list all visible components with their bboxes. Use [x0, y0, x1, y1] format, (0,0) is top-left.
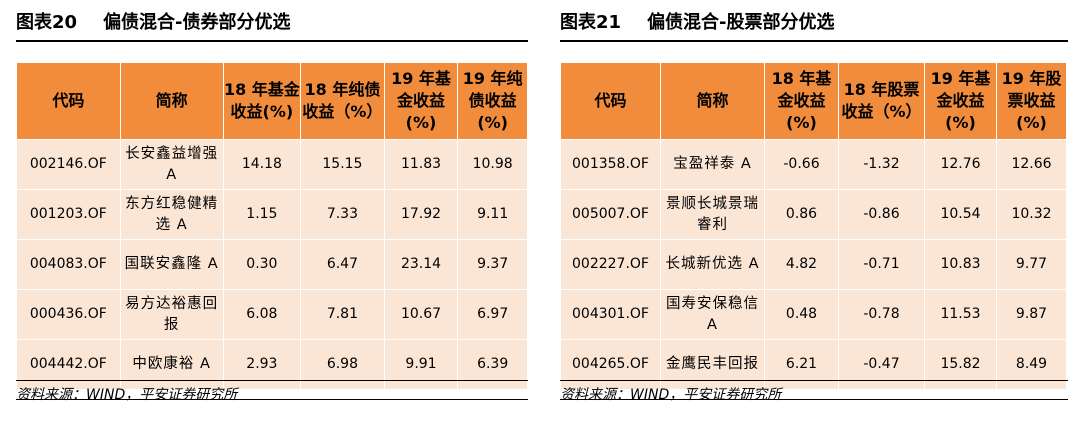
figure-caption: 偏债混合-债券部分优选 — [103, 12, 291, 33]
figure-number: 图表21 — [560, 12, 622, 33]
cell-value: 11.53 — [924, 289, 997, 340]
cell-value: 9.77 — [996, 239, 1067, 290]
header-stock-return-18: 18 年股票收益（%） — [838, 62, 925, 140]
source-text: 资料来源：WIND，平安证券研究所 — [16, 387, 238, 403]
header-bond-return-18: 18 年纯债收益（%） — [300, 62, 385, 140]
cell-value: 8.49 — [996, 339, 1067, 390]
source-text: 资料来源：WIND，平安证券研究所 — [560, 387, 782, 403]
cell-value: 15.15 — [300, 139, 385, 190]
header-code: 代码 — [16, 62, 121, 140]
header-name: 简称 — [660, 62, 765, 140]
cell-value: 10.67 — [383, 289, 459, 340]
cell-name: 国联安鑫隆 A — [119, 239, 224, 290]
cell-value: -0.66 — [764, 139, 839, 190]
table-row: 000436.OF 易方达裕惠回报 6.08 7.81 10.67 6.97 — [16, 289, 528, 340]
header-code: 代码 — [560, 62, 661, 140]
stock-selection-panel: 图表21 偏债混合-股票部分优选 代码 简称 18 年基金收益(%) 18 年股票… — [560, 0, 1068, 403]
table-header-row: 代码 简称 18 年基金收益(%) 18 年股票收益（%） 19 年基金收益(%… — [560, 62, 1067, 140]
cell-code: 001203.OF — [16, 189, 121, 240]
table-row: 002227.OF 长城新优选 A 4.82 -0.71 10.83 9.77 — [560, 239, 1067, 290]
cell-name: 宝盈祥泰 A — [660, 139, 765, 190]
cell-name: 东方红稳健精选 A — [119, 189, 224, 240]
cell-value: -1.32 — [838, 139, 925, 190]
cell-value: 9.87 — [996, 289, 1067, 340]
cell-name: 景顺长城景瑞睿利 — [660, 189, 765, 240]
cell-value: 12.66 — [996, 139, 1067, 190]
stock-selection-table: 代码 简称 18 年基金收益(%) 18 年股票收益（%） 19 年基金收益(%… — [560, 62, 1067, 390]
cell-code: 004083.OF — [16, 239, 121, 290]
source-note: 资料来源：WIND，平安证券研究所 — [16, 380, 528, 403]
cell-value: 1.15 — [222, 189, 302, 240]
cell-name: 易方达裕惠回报 — [119, 289, 224, 340]
table-row: 004083.OF 国联安鑫隆 A 0.30 6.47 23.14 9.37 — [16, 239, 528, 290]
cell-value: 0.86 — [764, 189, 839, 240]
cell-value: 4.82 — [764, 239, 839, 290]
cell-code: 002227.OF — [560, 239, 661, 290]
cell-value: 9.11 — [457, 189, 528, 240]
cell-value: 0.48 — [764, 289, 839, 340]
cell-value: 0.30 — [222, 239, 302, 290]
cell-value: 9.37 — [457, 239, 528, 290]
cell-value: 6.21 — [764, 339, 839, 390]
table-row: 001358.OF 宝盈祥泰 A -0.66 -1.32 12.76 12.66 — [560, 139, 1067, 190]
table-row: 005007.OF 景顺长城景瑞睿利 0.86 -0.86 10.54 10.3… — [560, 189, 1067, 240]
cell-name: 长城新优选 A — [660, 239, 765, 290]
cell-code: 004301.OF — [560, 289, 661, 340]
cell-value: 10.98 — [457, 139, 528, 190]
cell-code: 001358.OF — [560, 139, 661, 190]
figure-title: 图表21 偏债混合-股票部分优选 — [560, 0, 1068, 42]
cell-value: 15.82 — [924, 339, 997, 390]
cell-name: 中欧康裕 A — [119, 339, 224, 390]
cell-value: -0.47 — [838, 339, 925, 390]
cell-name: 长安鑫益增强 A — [119, 139, 224, 190]
table-row: 004265.OF 金鹰民丰回报 6.21 -0.47 15.82 8.49 — [560, 339, 1067, 390]
header-fund-return-19: 19 年基金收益(%) — [383, 62, 459, 140]
bond-selection-table: 代码 简称 18 年基金收益(%) 18 年纯债收益（%） 19 年基金收益(%… — [16, 62, 528, 390]
cell-value: 12.76 — [924, 139, 997, 190]
cell-value: 14.18 — [222, 139, 302, 190]
cell-value: -0.71 — [838, 239, 925, 290]
cell-code: 004442.OF — [16, 339, 121, 390]
figure-caption: 偏债混合-股票部分优选 — [647, 12, 835, 33]
table-row: 001203.OF 东方红稳健精选 A 1.15 7.33 17.92 9.11 — [16, 189, 528, 240]
cell-value: 7.33 — [300, 189, 385, 240]
cell-value: 7.81 — [300, 289, 385, 340]
cell-value: 11.83 — [383, 139, 459, 190]
cell-value: -0.78 — [838, 289, 925, 340]
cell-value: 6.08 — [222, 289, 302, 340]
cell-value: 6.97 — [457, 289, 528, 340]
table-row: 004442.OF 中欧康裕 A 2.93 6.98 9.91 6.39 — [16, 339, 528, 390]
figure-number: 图表20 — [16, 12, 78, 33]
cell-code: 004265.OF — [560, 339, 661, 390]
cell-code: 002146.OF — [16, 139, 121, 190]
source-note: 资料来源：WIND，平安证券研究所 — [560, 380, 1068, 403]
header-bond-return-19: 19 年纯债收益(%) — [457, 62, 528, 140]
cell-name: 国寿安保稳信 A — [660, 289, 765, 340]
cell-value: 17.92 — [383, 189, 459, 240]
table-header-row: 代码 简称 18 年基金收益(%) 18 年纯债收益（%） 19 年基金收益(%… — [16, 62, 528, 140]
header-fund-return-18: 18 年基金收益(%) — [764, 62, 839, 140]
cell-value: 2.93 — [222, 339, 302, 390]
figure-title: 图表20 偏债混合-债券部分优选 — [16, 0, 528, 42]
cell-name: 金鹰民丰回报 — [660, 339, 765, 390]
cell-code: 000436.OF — [16, 289, 121, 340]
cell-value: 10.32 — [996, 189, 1067, 240]
header-fund-return-18: 18 年基金收益(%) — [222, 62, 302, 140]
cell-value: 10.83 — [924, 239, 997, 290]
header-fund-return-19: 19 年基金收益(%) — [924, 62, 997, 140]
bond-selection-panel: 图表20 偏债混合-债券部分优选 代码 简称 18 年基金收益(%) 18 年纯债… — [16, 0, 528, 403]
cell-value: 6.39 — [457, 339, 528, 390]
table-row: 004301.OF 国寿安保稳信 A 0.48 -0.78 11.53 9.87 — [560, 289, 1067, 340]
cell-code: 005007.OF — [560, 189, 661, 240]
cell-value: 23.14 — [383, 239, 459, 290]
table-row: 002146.OF 长安鑫益增强 A 14.18 15.15 11.83 10.… — [16, 139, 528, 190]
cell-value: 6.47 — [300, 239, 385, 290]
cell-value: -0.86 — [838, 189, 925, 240]
header-stock-return-19: 19 年股票收益(%) — [996, 62, 1067, 140]
header-name: 简称 — [119, 62, 224, 140]
cell-value: 9.91 — [383, 339, 459, 390]
cell-value: 10.54 — [924, 189, 997, 240]
